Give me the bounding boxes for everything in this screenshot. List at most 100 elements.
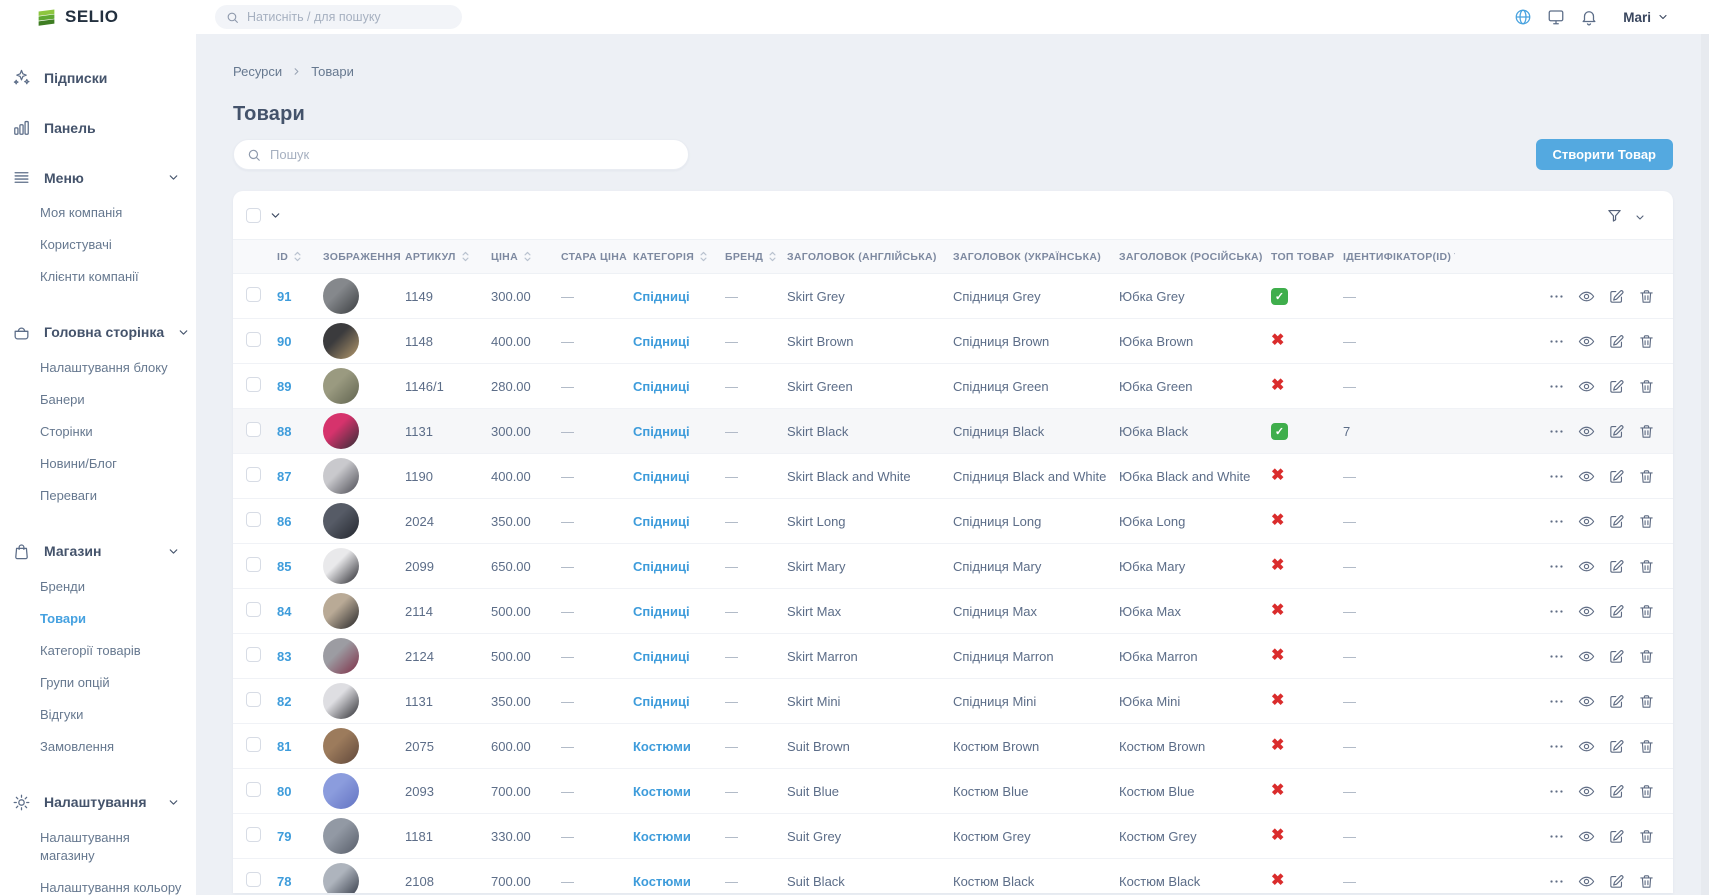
row-edit-button[interactable] [1608, 333, 1625, 350]
products-search[interactable] [233, 139, 689, 170]
sidebar-subitem-option-groups[interactable]: Групи опцій [40, 675, 110, 691]
product-category-link[interactable]: Костюми [633, 783, 691, 799]
product-image[interactable] [323, 863, 359, 893]
row-checkbox[interactable] [246, 332, 261, 347]
row-checkbox[interactable] [246, 782, 261, 797]
product-category-link[interactable]: Спідниці [633, 468, 690, 484]
products-search-input[interactable] [270, 147, 675, 162]
row-delete-button[interactable] [1638, 333, 1655, 350]
row-delete-button[interactable] [1638, 378, 1655, 395]
row-delete-button[interactable] [1638, 423, 1655, 440]
product-id-link[interactable]: 90 [277, 333, 292, 349]
row-delete-button[interactable] [1638, 828, 1655, 845]
row-delete-button[interactable] [1638, 648, 1655, 665]
sidebar-subitem-news-blog[interactable]: Новини/Блог [40, 456, 117, 472]
product-category-link[interactable]: Спідниці [633, 513, 690, 529]
sidebar-item-home-page[interactable]: Головна сторінка [0, 315, 196, 350]
row-more-button[interactable] [1548, 738, 1565, 755]
sidebar-subitem-users[interactable]: Користувачі [40, 237, 112, 253]
column-header-category[interactable]: КАТЕГОРІЯ [633, 240, 725, 274]
product-id-link[interactable]: 78 [277, 873, 292, 889]
row-more-button[interactable] [1548, 828, 1565, 845]
sidebar-subitem-products[interactable]: Товари [40, 610, 87, 626]
product-image[interactable] [323, 728, 359, 764]
row-view-button[interactable] [1578, 693, 1595, 710]
row-checkbox[interactable] [246, 827, 261, 842]
row-more-button[interactable] [1548, 603, 1565, 620]
row-view-button[interactable] [1578, 558, 1595, 575]
sidebar-subitem-pages[interactable]: Сторінки [40, 423, 93, 439]
row-checkbox[interactable] [246, 377, 261, 392]
row-edit-button[interactable] [1608, 828, 1625, 845]
row-view-button[interactable] [1578, 378, 1595, 395]
row-view-button[interactable] [1578, 423, 1595, 440]
row-checkbox[interactable] [246, 872, 261, 887]
row-view-button[interactable] [1578, 513, 1595, 530]
row-edit-button[interactable] [1608, 873, 1625, 890]
row-more-button[interactable] [1548, 558, 1565, 575]
user-menu[interactable]: Mari [1623, 10, 1669, 25]
row-view-button[interactable] [1578, 468, 1595, 485]
row-more-button[interactable] [1548, 693, 1565, 710]
product-image[interactable] [323, 773, 359, 809]
create-product-button[interactable]: Створити Товар [1535, 139, 1673, 170]
product-image[interactable] [323, 413, 359, 449]
product-image[interactable] [323, 548, 359, 584]
sidebar-subitem-orders[interactable]: Замовлення [40, 739, 115, 755]
row-view-button[interactable] [1578, 648, 1595, 665]
row-checkbox[interactable] [246, 467, 261, 482]
row-view-button[interactable] [1578, 783, 1595, 800]
monitor-icon[interactable] [1547, 8, 1565, 26]
row-delete-button[interactable] [1638, 603, 1655, 620]
row-more-button[interactable] [1548, 783, 1565, 800]
row-edit-button[interactable] [1608, 468, 1625, 485]
product-id-link[interactable]: 86 [277, 513, 292, 529]
product-category-link[interactable]: Костюми [633, 828, 691, 844]
row-delete-button[interactable] [1638, 738, 1655, 755]
row-view-button[interactable] [1578, 738, 1595, 755]
product-category-link[interactable]: Костюми [633, 873, 691, 889]
product-image[interactable] [323, 278, 359, 314]
row-delete-button[interactable] [1638, 873, 1655, 890]
globe-icon[interactable] [1514, 8, 1532, 26]
product-category-link[interactable]: Спідниці [633, 558, 690, 574]
product-image[interactable] [323, 683, 359, 719]
row-checkbox[interactable] [246, 557, 261, 572]
chevron-down-icon[interactable] [269, 209, 282, 222]
row-view-button[interactable] [1578, 873, 1595, 890]
column-header-brand[interactable]: БРЕНД [725, 240, 787, 274]
product-category-link[interactable]: Спідниці [633, 378, 690, 394]
row-view-button[interactable] [1578, 333, 1595, 350]
row-checkbox[interactable] [246, 692, 261, 707]
chevron-down-icon[interactable] [1634, 209, 1646, 221]
sidebar-subitem-color-settings[interactable]: Налаштування кольору [40, 880, 182, 895]
sidebar-subitem-company-clients[interactable]: Клієнти компанії [40, 269, 139, 285]
row-more-button[interactable] [1548, 333, 1565, 350]
product-image[interactable] [323, 638, 359, 674]
row-more-button[interactable] [1548, 288, 1565, 305]
row-more-button[interactable] [1548, 378, 1565, 395]
row-edit-button[interactable] [1608, 378, 1625, 395]
product-image[interactable] [323, 368, 359, 404]
product-id-link[interactable]: 81 [277, 738, 292, 754]
row-delete-button[interactable] [1638, 558, 1655, 575]
scrollbar[interactable] [1701, 34, 1709, 895]
row-more-button[interactable] [1548, 648, 1565, 665]
global-search-input[interactable] [247, 10, 451, 24]
row-checkbox[interactable] [246, 287, 261, 302]
product-image[interactable] [323, 323, 359, 359]
row-edit-button[interactable] [1608, 693, 1625, 710]
sidebar-subitem-banners[interactable]: Банери [40, 391, 85, 407]
row-edit-button[interactable] [1608, 738, 1625, 755]
row-edit-button[interactable] [1608, 603, 1625, 620]
sidebar-item-menu[interactable]: Меню [0, 160, 196, 195]
product-id-link[interactable]: 91 [277, 288, 292, 304]
product-category-link[interactable]: Спідниці [633, 693, 690, 709]
product-id-link[interactable]: 79 [277, 828, 292, 844]
product-image[interactable] [323, 818, 359, 854]
row-more-button[interactable] [1548, 468, 1565, 485]
product-category-link[interactable]: Спідниці [633, 288, 690, 304]
product-id-link[interactable]: 83 [277, 648, 292, 664]
row-edit-button[interactable] [1608, 423, 1625, 440]
product-id-link[interactable]: 85 [277, 558, 292, 574]
